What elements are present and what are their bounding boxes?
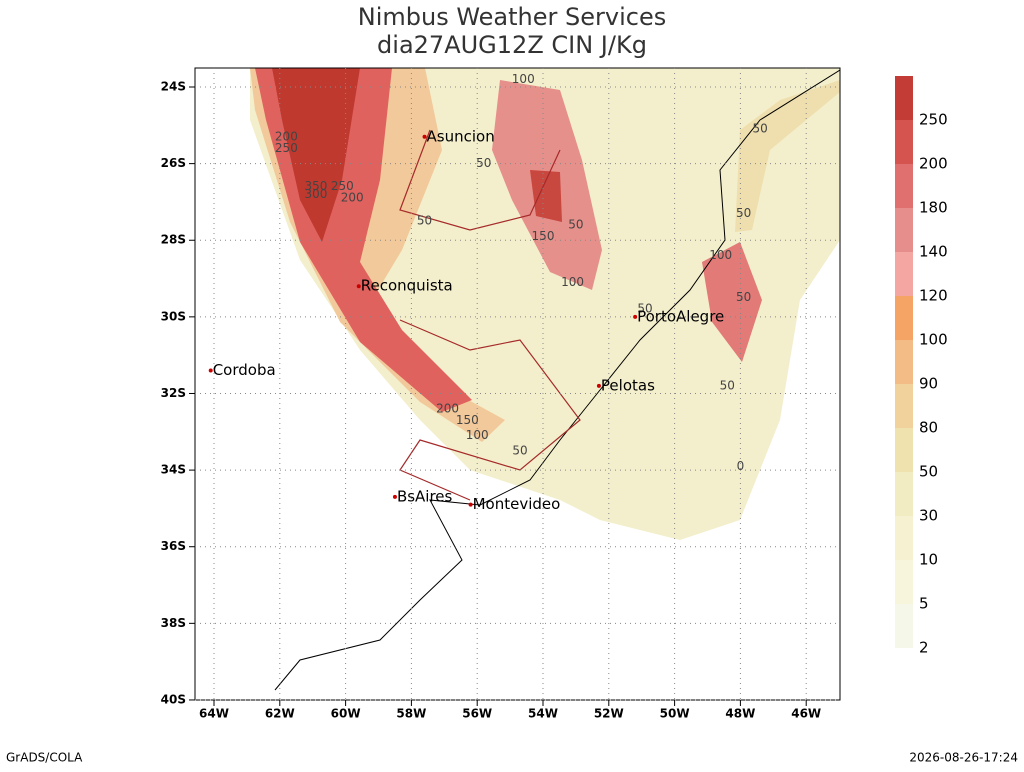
contour-label: 100 <box>512 72 535 86</box>
city-dot <box>392 494 397 499</box>
colorbar-box <box>895 384 913 428</box>
city-label: PortoAlegre <box>637 307 724 325</box>
coastline <box>274 69 840 691</box>
contour-label: 50 <box>720 378 735 392</box>
shade-porto <box>702 242 762 362</box>
shading <box>250 68 840 691</box>
city-label: Pelotas <box>601 376 655 394</box>
shade-coast <box>735 80 840 232</box>
contour-label: 50 <box>637 302 652 316</box>
footer-right: 2026-08-26-17:24 <box>909 751 1018 765</box>
lon-label: 56W <box>462 707 492 721</box>
contour-label: 200 <box>275 129 298 143</box>
city-label: BsAires <box>397 487 453 505</box>
colorbar-label: 30 <box>919 507 938 525</box>
lat-label: 36S <box>161 539 186 553</box>
subtitle: dia27AUG12Z CIN J/Kg <box>377 31 647 59</box>
city-dot <box>468 502 473 507</box>
city-label: Montevideo <box>473 495 561 513</box>
lat-label: 40S <box>161 692 186 706</box>
frame <box>194 67 841 701</box>
contour-label: 50 <box>736 290 751 304</box>
city-label: Asuncion <box>427 127 495 145</box>
lon-label: 46W <box>791 707 821 721</box>
colorbar-box <box>895 428 913 472</box>
contour-label: 50 <box>568 217 583 231</box>
colorbar-label: 50 <box>919 463 938 481</box>
colorbar-label: 100 <box>919 331 948 349</box>
colorbar-box <box>895 340 913 384</box>
lat-label: 26S <box>161 156 186 170</box>
colorbar-box <box>895 208 913 252</box>
contour-label: 300 <box>305 187 328 201</box>
contour-label: 350 <box>305 179 328 193</box>
colorbar-box <box>895 76 913 120</box>
lat-label: 24S <box>161 80 186 94</box>
lon-label: 58W <box>396 707 426 721</box>
contour-label: 100 <box>466 428 489 442</box>
colorbar-label: 90 <box>919 375 938 393</box>
colorbar-label: 180 <box>919 199 948 217</box>
contour-label: 150 <box>456 413 479 427</box>
colorbar-box <box>895 164 913 208</box>
colorbar-label: 120 <box>919 287 948 305</box>
city-dot <box>208 368 213 373</box>
contour-label: 50 <box>512 443 527 457</box>
lat-label: 28S <box>161 233 186 247</box>
lon-label: 50W <box>660 707 690 721</box>
contour-label: 0 <box>737 459 745 473</box>
lon-label: 62W <box>265 707 295 721</box>
contour-label: 100 <box>709 248 732 262</box>
lat-label: 34S <box>161 463 186 477</box>
borders <box>399 129 581 501</box>
footer-left: GrADS/COLA <box>6 751 83 765</box>
lon-label: 54W <box>528 707 558 721</box>
contour-label: 150 <box>532 229 555 243</box>
lon-label: 48W <box>725 707 755 721</box>
contour-label: 50 <box>417 214 432 228</box>
colorbar-box <box>895 560 913 604</box>
contour-label: 50 <box>752 122 767 136</box>
colorbar-label: 5 <box>919 595 929 613</box>
city-label: Cordoba <box>213 361 276 379</box>
lon-label: 52W <box>594 707 624 721</box>
colorbar-box <box>895 296 913 340</box>
city-label: Reconquista <box>361 277 453 295</box>
colorbar-box <box>895 604 913 648</box>
contour-label: 250 <box>275 141 298 155</box>
lon-label: 60W <box>331 707 361 721</box>
colorbar-box <box>895 472 913 516</box>
colorbar-label: 250 <box>919 111 948 129</box>
lat-label: 30S <box>161 309 186 323</box>
shade-ne-core <box>530 170 562 222</box>
title: Nimbus Weather Services <box>358 3 666 31</box>
city-dot <box>422 134 427 139</box>
contour-label: 50 <box>736 206 751 220</box>
city-dot <box>356 284 361 289</box>
contour-label: 100 <box>561 275 584 289</box>
lat-label: 32S <box>161 386 186 400</box>
lat-label: 38S <box>161 616 186 630</box>
colorbar-label: 80 <box>919 419 938 437</box>
city-dot <box>633 314 638 319</box>
shade-max <box>272 68 360 242</box>
contour-label: 200 <box>436 401 459 415</box>
colorbar-box <box>895 120 913 164</box>
city-dot <box>596 383 601 388</box>
contour-label: 200 <box>341 191 364 205</box>
colorbar-label: 140 <box>919 243 948 261</box>
colorbar-label: 200 <box>919 155 948 173</box>
colorbar-box <box>895 516 913 560</box>
colorbar-box <box>895 252 913 296</box>
colorbar-label: 10 <box>919 551 938 569</box>
lon-label: 64W <box>199 707 229 721</box>
contour-label: 50 <box>476 156 491 170</box>
colorbar-label: 2 <box>919 639 929 657</box>
contour-label: 250 <box>331 179 354 193</box>
